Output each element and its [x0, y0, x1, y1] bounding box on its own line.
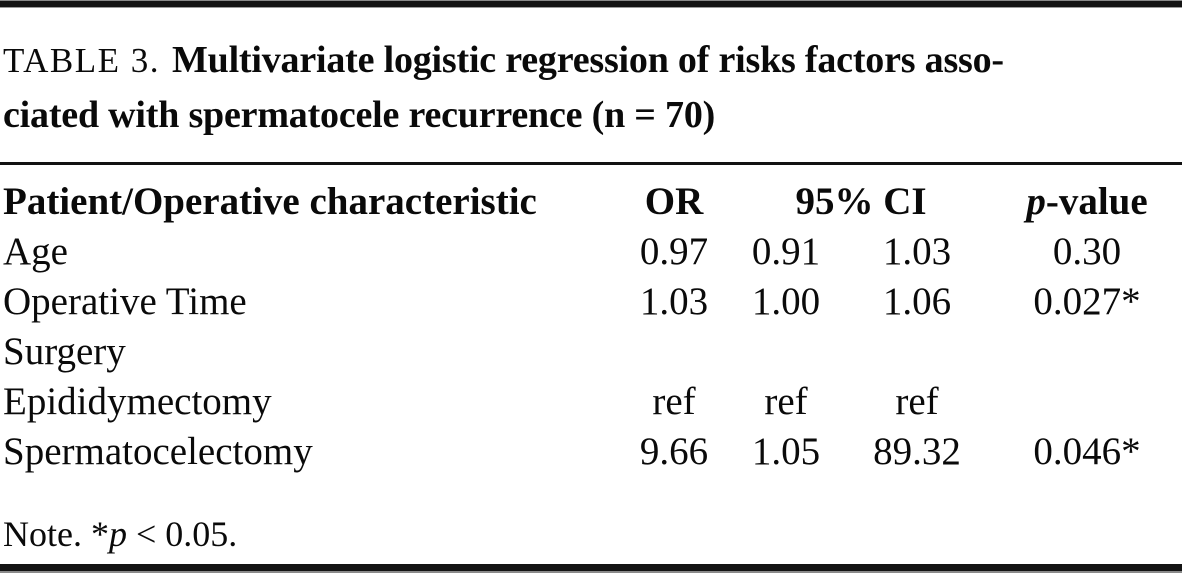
or-value	[618, 327, 730, 377]
or-value: 9.66	[639, 430, 709, 473]
row-label: Spermatocelectomy	[3, 430, 313, 473]
or-value: 1.03	[639, 280, 709, 323]
table-row: Epididymectomy ref ref ref	[0, 377, 1182, 427]
note-suffix: < 0.05.	[126, 514, 238, 554]
ci-high-value	[842, 327, 992, 377]
header-row: Patient/Operative characteristic OR 95% …	[0, 165, 1182, 227]
table-row: Age 0.97 0.91 1.03 0.30	[0, 227, 1182, 277]
col-header-pvalue-rest: -value	[1045, 180, 1148, 223]
table-title-line1: Multivariate logistic regression of risk…	[171, 39, 1004, 81]
table-note: Note. *p < 0.05.	[3, 514, 1182, 554]
p-value: 0.027*	[1033, 280, 1141, 323]
regression-table: Patient/Operative characteristic OR 95% …	[0, 165, 1182, 477]
p-value	[992, 377, 1182, 427]
row-label: Surgery	[3, 330, 126, 373]
ci-high-value: 1.03	[882, 230, 952, 273]
table-title: TABLE 3. Multivariate logistic regression…	[3, 33, 1178, 143]
row-label: Epididymectomy	[3, 380, 272, 423]
col-header-pvalue: p-value	[992, 165, 1182, 227]
top-rule	[0, 0, 1182, 8]
row-label: Age	[3, 230, 68, 273]
ci-high-value: 89.32	[873, 430, 961, 473]
or-value: 0.97	[639, 230, 709, 273]
ci-low-value: 1.00	[751, 280, 821, 323]
header-rule	[0, 162, 1182, 165]
table-row: Operative Time 1.03 1.00 1.06 0.027*	[0, 277, 1182, 327]
note-p-italic: p	[108, 514, 127, 554]
col-header-or: OR	[644, 180, 704, 223]
p-value: 0.046*	[1033, 430, 1141, 473]
note-prefix: Note. *	[3, 514, 109, 554]
ci-high-value: 1.06	[882, 280, 952, 323]
p-value	[992, 327, 1182, 377]
col-header-characteristic: Patient/Operative characteristic	[3, 180, 537, 223]
ci-high-value: ref	[895, 380, 939, 423]
p-value: 0.30	[1052, 230, 1122, 273]
col-header-pvalue-italic: p	[1026, 180, 1046, 223]
table-number: TABLE 3.	[3, 41, 160, 80]
ci-low-value: 0.91	[751, 230, 821, 273]
ci-low-value: ref	[764, 380, 808, 423]
table-row: Surgery	[0, 327, 1182, 377]
ci-low-value	[730, 327, 842, 377]
table-title-line2: ciated with spermatocele recurrence (n =…	[3, 94, 716, 136]
col-header-ci: 95% CI	[795, 180, 927, 223]
table-row: Spermatocelectomy 9.66 1.05 89.32 0.046*	[0, 427, 1182, 477]
ci-low-value: 1.05	[751, 430, 821, 473]
or-value: ref	[652, 380, 696, 423]
bottom-rule	[0, 564, 1182, 573]
row-label: Operative Time	[3, 280, 247, 323]
